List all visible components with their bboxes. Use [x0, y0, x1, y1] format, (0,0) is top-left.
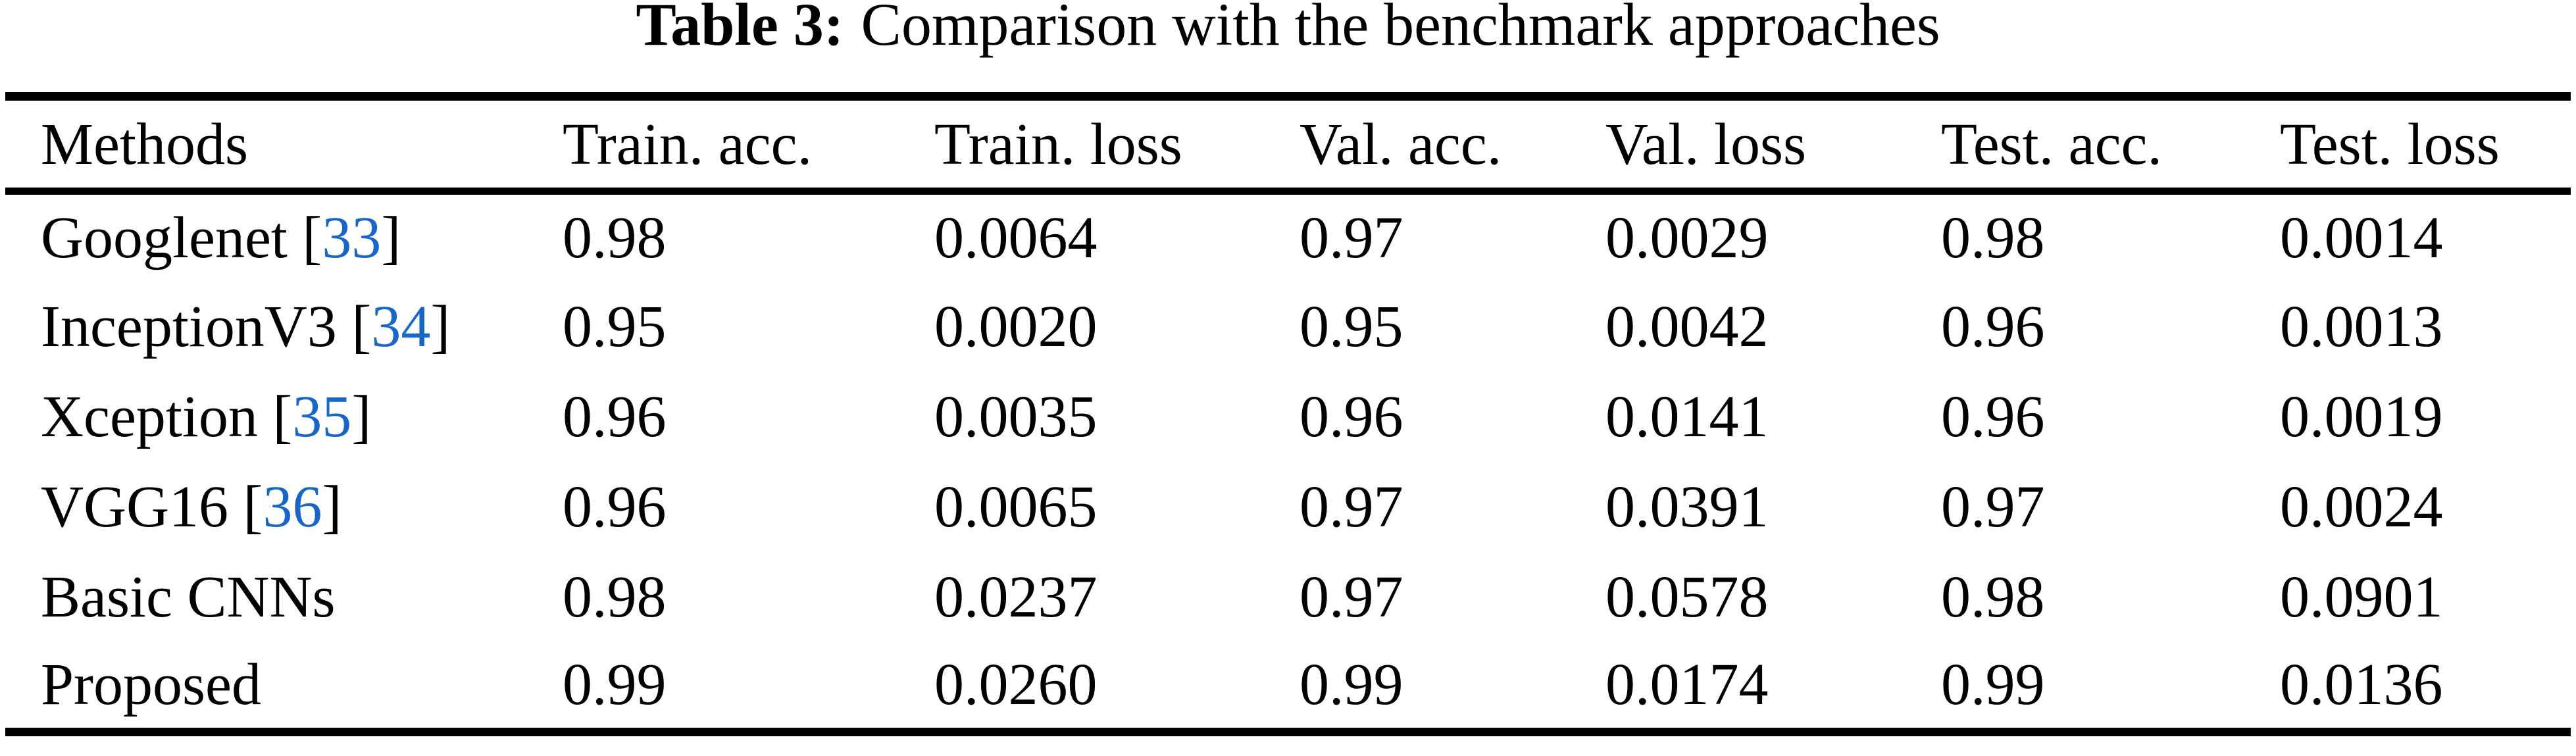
- bracket-open: [: [257, 384, 293, 449]
- citation-link[interactable]: 36: [263, 474, 322, 540]
- citation-link[interactable]: 33: [322, 205, 382, 271]
- method-name: Proposed: [41, 652, 261, 718]
- table-caption-text: Comparison with the benchmark approaches: [861, 0, 1940, 58]
- cell-val-loss: 0.0391: [1605, 474, 1769, 540]
- cell-val-loss: 0.0141: [1605, 384, 1769, 449]
- citation-link[interactable]: 35: [292, 384, 352, 449]
- cell-train-loss: 0.0260: [934, 652, 1098, 718]
- cell-train-loss: 0.0035: [934, 384, 1098, 449]
- cell-test-loss: 0.0136: [2280, 652, 2443, 718]
- cell-val-acc: 0.97: [1300, 564, 1403, 630]
- method-name: Basic CNNs: [41, 564, 336, 630]
- cell-train-acc: 0.98: [563, 205, 667, 271]
- table-caption-number: Table 3:: [636, 0, 844, 58]
- cell-test-acc: 0.99: [1941, 652, 2045, 718]
- cell-val-loss: 0.0042: [1605, 293, 1769, 359]
- cell-train-acc: 0.95: [563, 293, 667, 359]
- method-cell: InceptionV3 [34]: [5, 282, 563, 372]
- cell-test-acc: 0.98: [1941, 205, 2045, 271]
- cell-val-loss: 0.0029: [1605, 205, 1769, 271]
- table-row: Basic CNNs 0.98 0.0237 0.97 0.0578 0.98 …: [5, 552, 2571, 642]
- table-row: Googlenet [33] 0.98 0.0064 0.97 0.0029 0…: [5, 191, 2571, 282]
- table-row: Xception [35] 0.96 0.0035 0.96 0.0141 0.…: [5, 372, 2571, 462]
- cell-train-acc: 0.99: [563, 652, 667, 718]
- cell-train-loss: 0.0064: [934, 205, 1098, 271]
- cell-test-loss: 0.0013: [2280, 293, 2443, 359]
- bracket-close: ]: [322, 474, 342, 540]
- cell-train-loss: 0.0237: [934, 564, 1098, 630]
- bracket-close: ]: [430, 293, 451, 359]
- cell-test-acc: 0.97: [1941, 474, 2045, 540]
- cell-val-acc: 0.97: [1300, 205, 1403, 271]
- cell-train-acc: 0.96: [563, 474, 667, 540]
- table-row: InceptionV3 [34] 0.95 0.0020 0.95 0.0042…: [5, 282, 2571, 372]
- benchmark-comparison-table: Methods Train. acc. Train. loss Val. acc…: [5, 92, 2571, 736]
- method-cell: Xception [35]: [5, 372, 563, 462]
- bracket-close: ]: [351, 384, 372, 449]
- table-caption: Table 3: Comparison with the benchmark ap…: [0, 0, 2576, 59]
- cell-test-loss: 0.0019: [2280, 384, 2443, 449]
- table-row: Proposed 0.99 0.0260 0.99 0.0174 0.99 0.…: [5, 642, 2571, 732]
- table-row: VGG16 [36] 0.96 0.0065 0.97 0.0391 0.97 …: [5, 462, 2571, 552]
- method-cell: Proposed: [5, 642, 563, 732]
- column-header-methods: Methods: [41, 111, 248, 177]
- column-header-val-acc: Val. acc.: [1300, 111, 1502, 177]
- cell-train-acc: 0.96: [563, 384, 667, 449]
- method-name: InceptionV3: [41, 293, 337, 359]
- bracket-open: [: [228, 474, 263, 540]
- method-name: Xception: [41, 384, 258, 449]
- method-cell: Googlenet [33]: [5, 191, 563, 282]
- column-header-test-loss: Test. loss: [2280, 111, 2500, 177]
- method-name: VGG16: [41, 474, 228, 540]
- column-header-test-acc: Test. acc.: [1941, 111, 2163, 177]
- cell-val-loss: 0.0174: [1605, 652, 1769, 718]
- cell-test-loss: 0.0024: [2280, 474, 2443, 540]
- method-cell: Basic CNNs: [5, 552, 563, 642]
- column-header-val-loss: Val. loss: [1605, 111, 1807, 177]
- cell-val-acc: 0.99: [1300, 652, 1403, 718]
- cell-val-loss: 0.0578: [1605, 564, 1769, 630]
- bracket-open: [: [336, 293, 372, 359]
- cell-train-loss: 0.0020: [934, 293, 1098, 359]
- cell-test-acc: 0.96: [1941, 293, 2045, 359]
- cell-test-loss: 0.0014: [2280, 205, 2443, 271]
- cell-train-acc: 0.98: [563, 564, 667, 630]
- header-row: Methods Train. acc. Train. loss Val. acc…: [5, 97, 2571, 191]
- column-header-train-acc: Train. acc.: [563, 111, 813, 177]
- column-header-train-loss: Train. loss: [934, 111, 1182, 177]
- citation-link[interactable]: 34: [371, 293, 431, 359]
- cell-val-acc: 0.96: [1300, 384, 1403, 449]
- cell-train-loss: 0.0065: [934, 474, 1098, 540]
- method-cell: VGG16 [36]: [5, 462, 563, 552]
- cell-val-acc: 0.95: [1300, 293, 1403, 359]
- cell-test-loss: 0.0901: [2280, 564, 2443, 630]
- bracket-open: [: [287, 205, 322, 271]
- cell-test-acc: 0.98: [1941, 564, 2045, 630]
- bracket-close: ]: [381, 205, 401, 271]
- cell-test-acc: 0.96: [1941, 384, 2045, 449]
- method-name: Googlenet: [41, 205, 288, 271]
- cell-val-acc: 0.97: [1300, 474, 1403, 540]
